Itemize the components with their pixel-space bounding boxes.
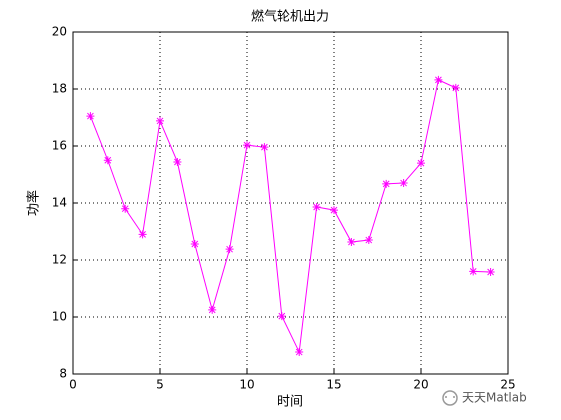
marker [330,206,338,215]
line [89,79,491,354]
x-tick-label: 0 [69,378,77,392]
marker [260,143,269,152]
x-tick-label: 15 [326,378,341,392]
marker [103,156,112,165]
marker [469,267,478,276]
marker [364,236,373,245]
plot-area [73,32,508,374]
marker [295,348,304,357]
marker [277,312,286,321]
marker [243,141,251,150]
y-tick-label: 12 [52,253,67,267]
marker [382,179,391,188]
chart-title: 燃气轮机出力 [251,9,329,25]
marker [347,238,356,247]
y-axis-label: 功率 [26,190,42,216]
watermark-icon [442,390,458,406]
y-tick-label: 16 [52,139,67,153]
marker [486,267,495,276]
x-tick-label: 25 [500,378,515,392]
x-tick-label: 5 [156,378,164,392]
watermark: 天天Matlab [462,391,527,405]
marker [399,179,408,188]
y-tick-label: 20 [52,25,67,39]
marker [121,204,130,213]
marker [451,83,460,92]
x-axis-label: 时间 [277,395,303,410]
y-tick-label: 8 [59,367,67,381]
marker [86,112,95,121]
marker [208,305,217,314]
marker [173,157,182,166]
marker [156,116,164,125]
marker [225,245,234,254]
marker [417,159,425,168]
x-tick-label: 20 [413,378,428,392]
marker [312,202,321,211]
y-tick-label: 14 [52,196,67,210]
marker [190,240,199,249]
y-tick-label: 10 [52,310,67,324]
marker [138,230,147,239]
x-tick-label: 10 [239,378,254,392]
marker [434,75,443,84]
axes-frame [72,31,509,375]
y-tick-label: 18 [52,82,67,96]
